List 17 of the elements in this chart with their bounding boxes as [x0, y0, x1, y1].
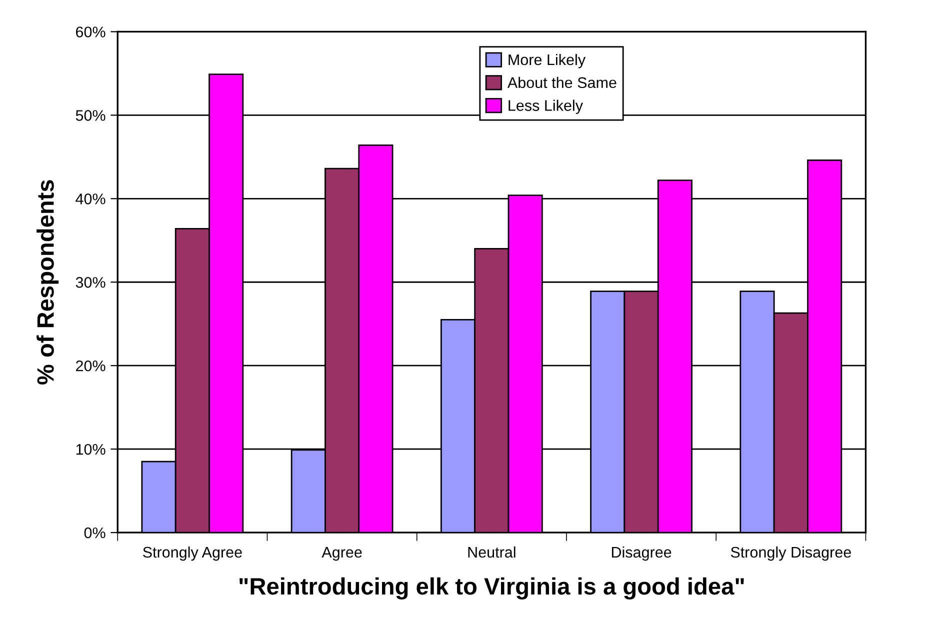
y-tick-label: 40%: [76, 194, 106, 204]
y-axis-title: % of Respondents: [36, 180, 59, 385]
y-tick-label: 30%: [76, 277, 106, 288]
x-tick-label: Strongly Disagree: [730, 546, 851, 561]
x-tick-label: Strongly Agree: [143, 546, 242, 561]
y-tick-label: 20%: [76, 360, 106, 372]
x-tick-label: Agree: [322, 547, 362, 561]
y-tick-label: 0%: [84, 527, 106, 538]
legend-label: Less Likely: [508, 100, 583, 114]
x-tick-label: Disagree: [612, 546, 672, 561]
y-tick-label: 50%: [76, 110, 106, 121]
y-tick-label: 10%: [76, 444, 106, 455]
x-tick-label: Neutral: [468, 546, 516, 558]
legend-label: More Likely: [508, 54, 586, 68]
legend-label: About the Same: [507, 76, 616, 88]
y-tick-label: 60%: [76, 26, 106, 38]
x-axis-title: "Reintroducing elk to Virginia is a good idea": [240, 577, 744, 600]
